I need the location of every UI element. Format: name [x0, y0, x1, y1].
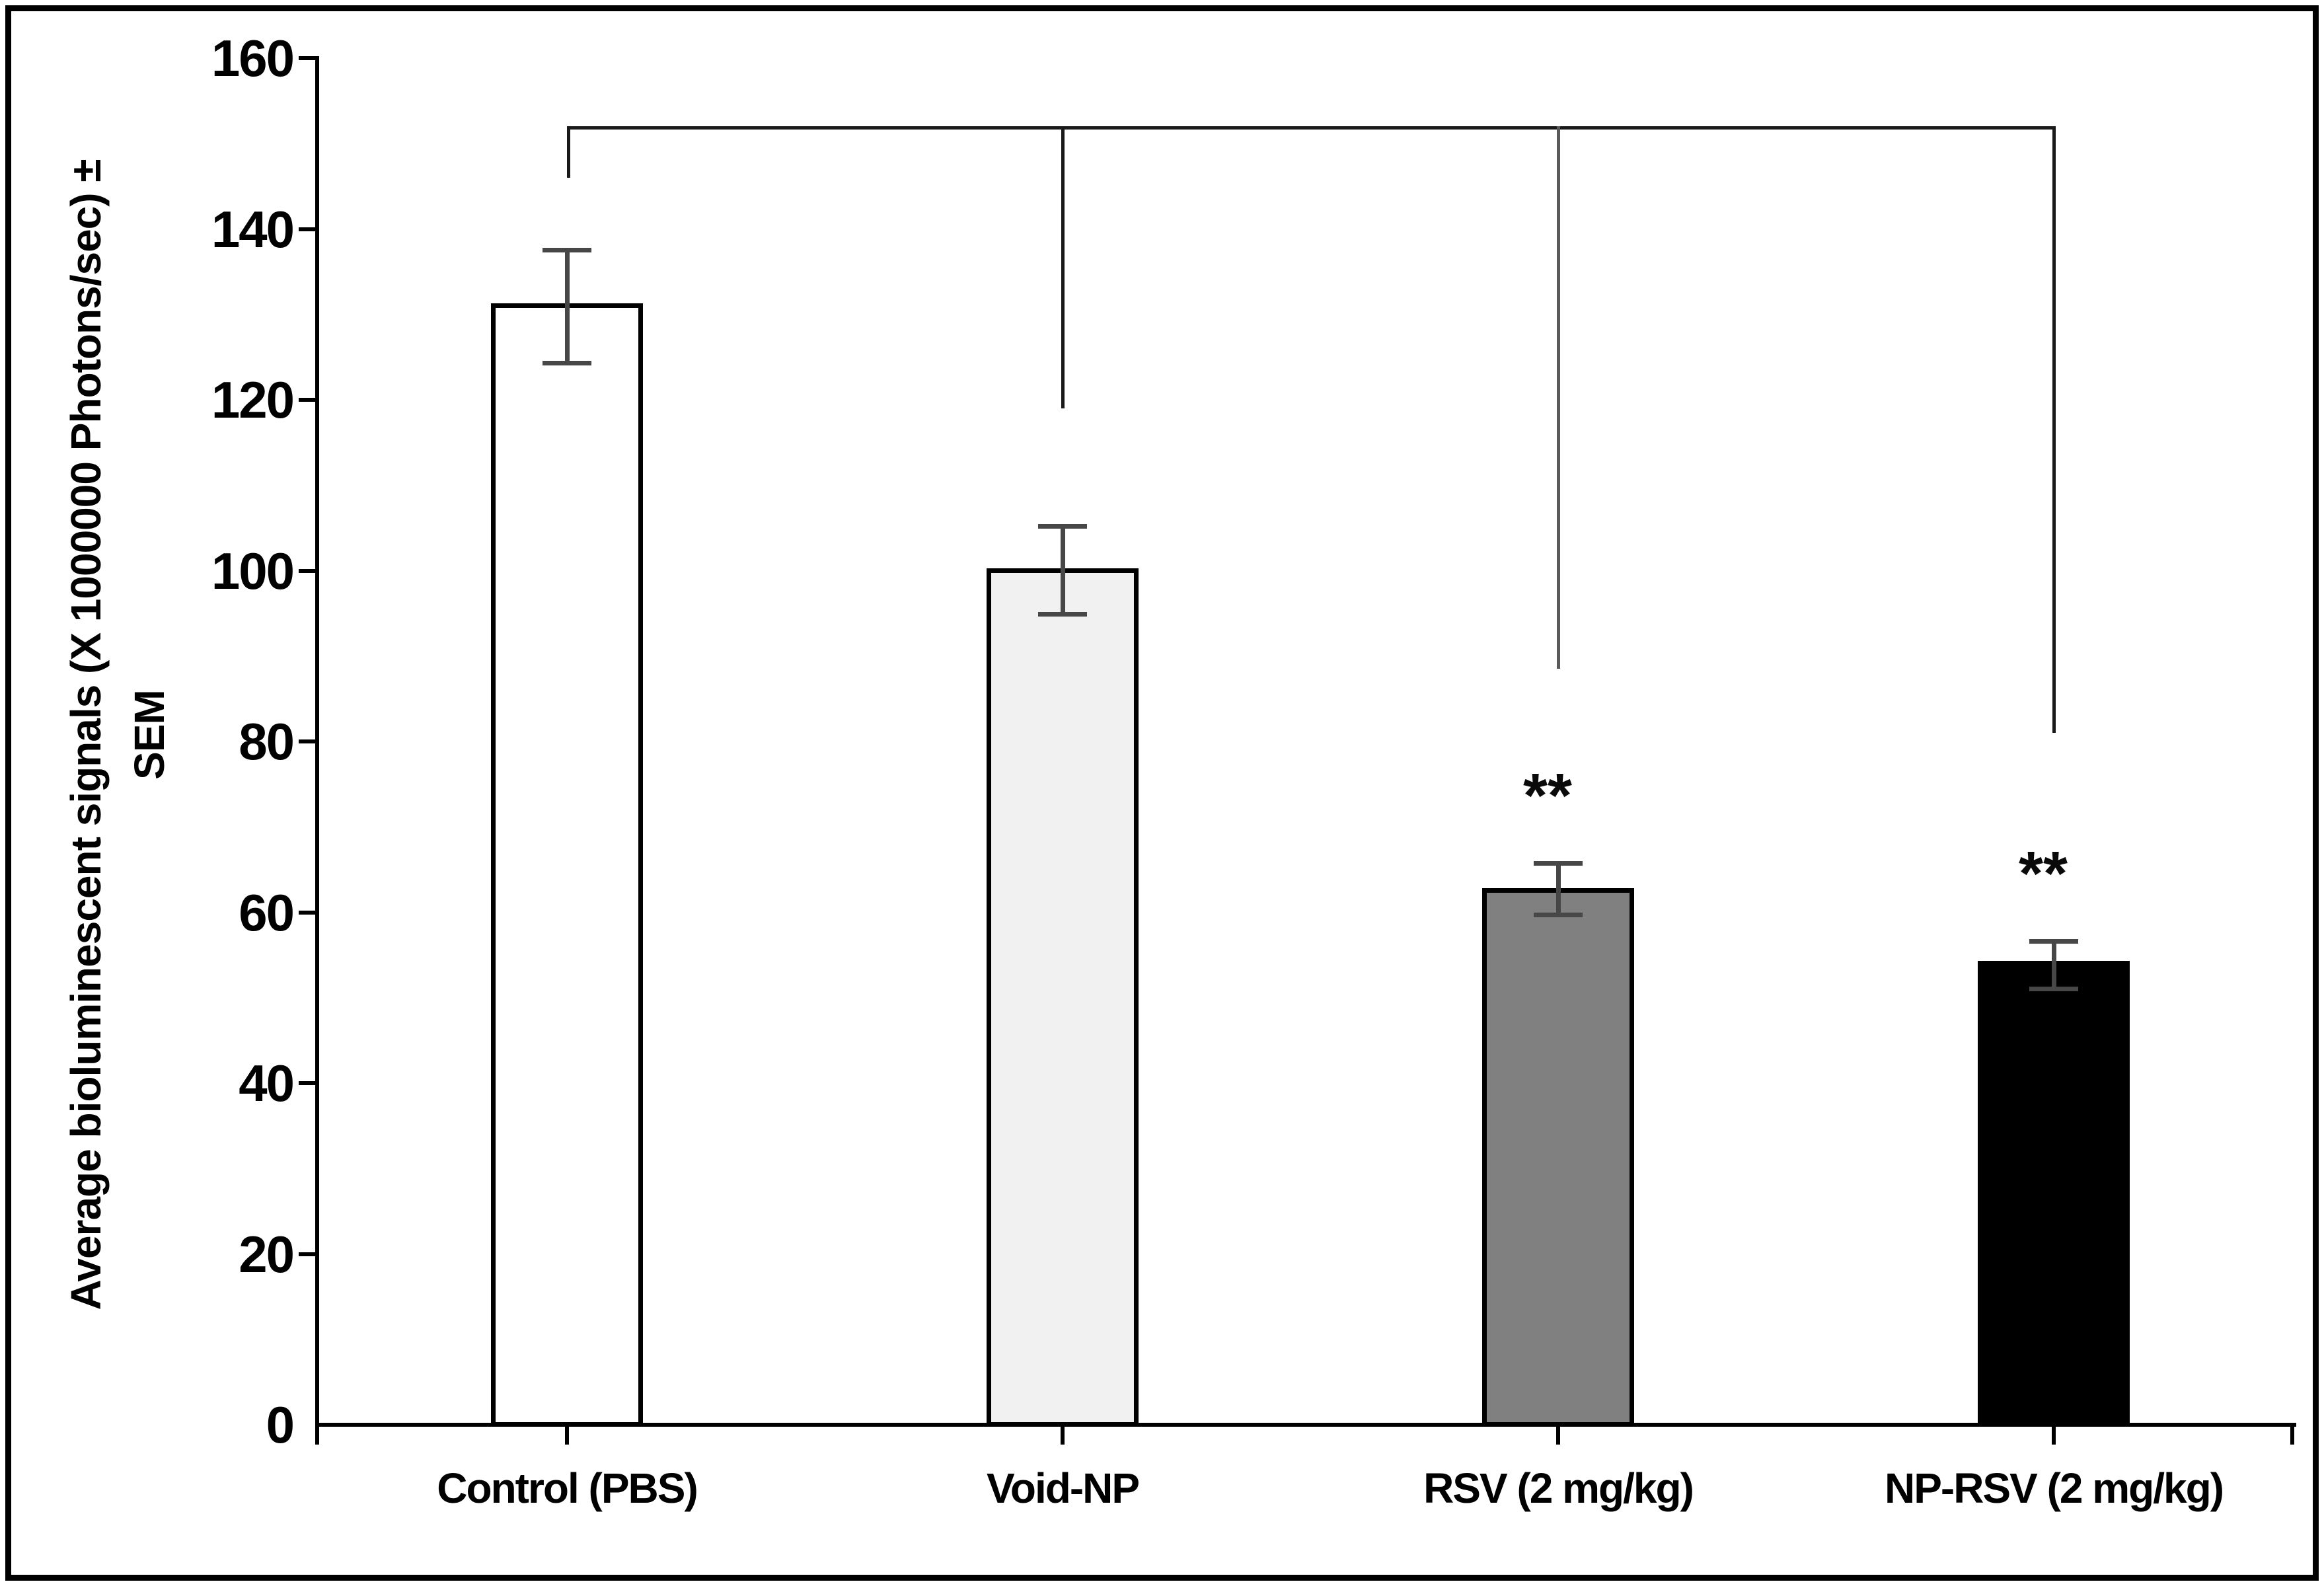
y-axis-tick-label: 60	[239, 883, 295, 942]
x-axis-category-label: Void-NP	[986, 1464, 1140, 1512]
error-bar-cap	[1038, 524, 1087, 529]
error-bar	[1556, 862, 1561, 915]
y-axis-tick-label: 160	[211, 29, 295, 87]
bar-void-np	[987, 568, 1139, 1427]
error-bar	[2052, 941, 2056, 989]
y-axis-tick-label: 40	[239, 1054, 295, 1112]
y-axis-tick	[299, 1081, 317, 1085]
x-axis-category-label: Control (PBS)	[437, 1464, 698, 1512]
y-axis-tick-label: 0	[266, 1396, 295, 1454]
y-axis-tick	[299, 739, 317, 743]
y-axis-tick	[299, 227, 317, 231]
x-axis-tick	[315, 1425, 319, 1445]
y-axis-tick	[299, 398, 317, 402]
x-axis-tick	[2290, 1425, 2294, 1445]
figure-border	[5, 5, 2319, 1581]
error-bar-cap	[543, 361, 591, 366]
error-bar-cap	[543, 247, 591, 252]
x-axis-tick	[1556, 1425, 1560, 1445]
comparison-bracket-drop	[567, 126, 570, 178]
error-bar-cap	[2029, 986, 2078, 991]
bar-np-rsv-2-mg-kg-	[1978, 961, 2130, 1427]
error-bar	[565, 249, 570, 363]
bar-rsv-2-mg-kg-	[1482, 888, 1634, 1427]
x-axis-tick	[1061, 1425, 1065, 1445]
y-axis-tick	[299, 910, 317, 915]
y-axis-tick-label: 100	[211, 541, 295, 600]
y-axis-tick-label: 80	[239, 712, 295, 771]
y-axis-tick-label: 20	[239, 1225, 295, 1283]
y-axis-line	[315, 56, 319, 1429]
x-axis-tick	[565, 1425, 569, 1445]
y-axis-tick-label: 120	[211, 371, 295, 429]
comparison-bracket-drop	[1557, 126, 1560, 669]
significance-asterisks: **	[1523, 760, 1572, 831]
x-axis-line	[315, 1423, 2296, 1427]
x-axis-tick	[2052, 1425, 2056, 1445]
error-bar	[1061, 526, 1065, 615]
x-axis-category-label: NP-RSV (2 mg/kg)	[1884, 1464, 2224, 1512]
error-bar-cap	[2029, 939, 2078, 944]
comparison-bracket-line	[567, 126, 2054, 130]
y-axis-tick	[299, 568, 317, 573]
error-bar-cap	[1038, 612, 1087, 617]
significance-asterisks: **	[2019, 839, 2068, 909]
comparison-bracket-drop	[1061, 126, 1065, 408]
y-axis-tick	[299, 1252, 317, 1256]
error-bar-cap	[1534, 913, 1583, 918]
bar-control-pbs-	[491, 303, 643, 1427]
error-bar-cap	[1534, 860, 1583, 866]
comparison-bracket-drop	[2052, 126, 2056, 734]
x-axis-category-label: RSV (2 mg/kg)	[1423, 1464, 1694, 1512]
y-axis-tick	[299, 56, 317, 60]
y-axis-tick-label: 140	[211, 200, 295, 258]
